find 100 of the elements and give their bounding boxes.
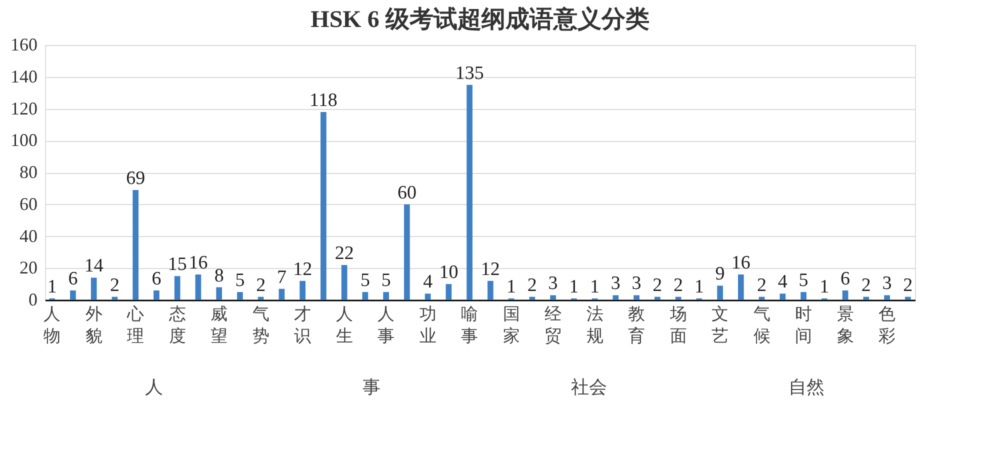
data-label: 12 — [293, 258, 312, 280]
data-label: 12 — [480, 258, 500, 280]
data-label: 60 — [397, 182, 416, 204]
y-tick-label: 80 — [20, 162, 38, 182]
x-tick-label: 人生 — [336, 304, 353, 346]
x-tick-label: 经贸 — [544, 304, 562, 346]
data-label: 2 — [256, 274, 266, 296]
data-label: 2 — [903, 274, 913, 296]
data-label: 6 — [68, 268, 78, 290]
x-tick-label: 态度 — [168, 304, 186, 346]
chart-title: HSK 6 级考试超纲成语意义分类 — [310, 6, 650, 33]
bar — [258, 296, 264, 300]
x-tick-label: 人事 — [378, 304, 395, 346]
text: 自然 — [788, 377, 824, 398]
y-tick-label: 60 — [20, 194, 38, 214]
bar — [320, 112, 326, 300]
data-label: 5 — [381, 270, 391, 292]
data-label: 2 — [757, 274, 767, 296]
text: 事 — [362, 377, 380, 398]
bar — [612, 295, 619, 300]
data-label: 7 — [276, 266, 286, 288]
bar — [780, 294, 786, 300]
data-label: 1 — [506, 276, 516, 298]
bar — [634, 295, 640, 300]
bar — [904, 296, 911, 300]
bar — [550, 295, 556, 300]
data-label: 2 — [674, 274, 684, 296]
data-label: 5 — [360, 270, 370, 292]
y-tick-label: 120 — [10, 98, 38, 118]
y-tick-label: 40 — [20, 226, 38, 246]
data-label: 118 — [310, 90, 338, 111]
bar — [362, 292, 368, 300]
data-label: 2 — [861, 274, 871, 296]
bar — [278, 288, 285, 300]
data-label: 6 — [840, 268, 850, 290]
data-label: 8 — [214, 265, 224, 286]
data-label: 3 — [632, 273, 642, 294]
data-label: 16 — [731, 252, 750, 274]
x-tick-label: 场面 — [668, 304, 687, 346]
y-tick-label: 0 — [28, 290, 38, 310]
bar — [383, 292, 389, 300]
bar — [154, 290, 160, 300]
data-label: 4 — [423, 272, 434, 293]
data-label: 3 — [610, 273, 620, 294]
data-label: 1 — [820, 276, 830, 298]
data-label: 1 — [694, 276, 704, 298]
data-label: 69 — [126, 168, 146, 190]
x-tick-label: 文艺 — [712, 304, 729, 346]
data-label: 10 — [439, 262, 458, 284]
y-tick-label: 20 — [20, 258, 38, 278]
y-tick-label: 160 — [10, 34, 38, 54]
bar — [884, 295, 890, 300]
bar — [237, 292, 243, 300]
data-label: 15 — [168, 254, 187, 276]
data-label: 2 — [652, 274, 662, 296]
x-tick-label: 时间 — [795, 304, 812, 346]
bar — [195, 274, 202, 300]
bar — [738, 274, 744, 300]
data-label: 1 — [47, 276, 57, 298]
bar — [863, 296, 870, 300]
data-label: 1 — [590, 276, 600, 298]
text: 社会 — [570, 377, 607, 398]
bar — [488, 280, 494, 300]
data-label: 3 — [548, 273, 558, 294]
data-label: 22 — [334, 242, 354, 264]
bar — [654, 296, 660, 300]
data-label: 9 — [715, 264, 725, 285]
bar — [90, 278, 97, 300]
data-label: 6 — [152, 268, 162, 290]
bar — [132, 190, 139, 300]
data-label: 4 — [778, 272, 788, 293]
x-tick-label: 功业 — [419, 304, 436, 346]
data-label: 14 — [84, 256, 104, 277]
bar — [70, 290, 76, 300]
bar — [842, 290, 848, 300]
data-label: 2 — [527, 274, 537, 296]
text: 人 — [144, 377, 163, 398]
bar — [424, 294, 431, 300]
x-tick-label: 色彩 — [878, 304, 896, 346]
x-tick-label: 外貌 — [85, 304, 102, 346]
data-label: 16 — [188, 252, 208, 274]
x-tick-label: 气候 — [753, 304, 770, 346]
x-tick-label: 气势 — [252, 304, 270, 346]
x-tick-label: 国家 — [502, 304, 520, 346]
data-label: 5 — [235, 270, 245, 292]
data-label: 3 — [882, 273, 892, 294]
bar — [341, 264, 348, 300]
bar — [216, 287, 222, 300]
bar — [466, 84, 472, 300]
y-tick-label: 140 — [10, 66, 38, 86]
data-label: 5 — [798, 270, 808, 292]
x-tick-label: 景象 — [836, 304, 854, 346]
x-tick-label: 人物 — [44, 304, 61, 346]
x-tick-label: 法规 — [586, 304, 604, 346]
bar — [800, 292, 806, 300]
data-label: 1 — [569, 276, 579, 298]
bar — [300, 280, 306, 300]
x-tick-label: 喻事 — [461, 304, 478, 346]
y-tick-label: 100 — [10, 130, 38, 150]
bar — [404, 204, 410, 300]
